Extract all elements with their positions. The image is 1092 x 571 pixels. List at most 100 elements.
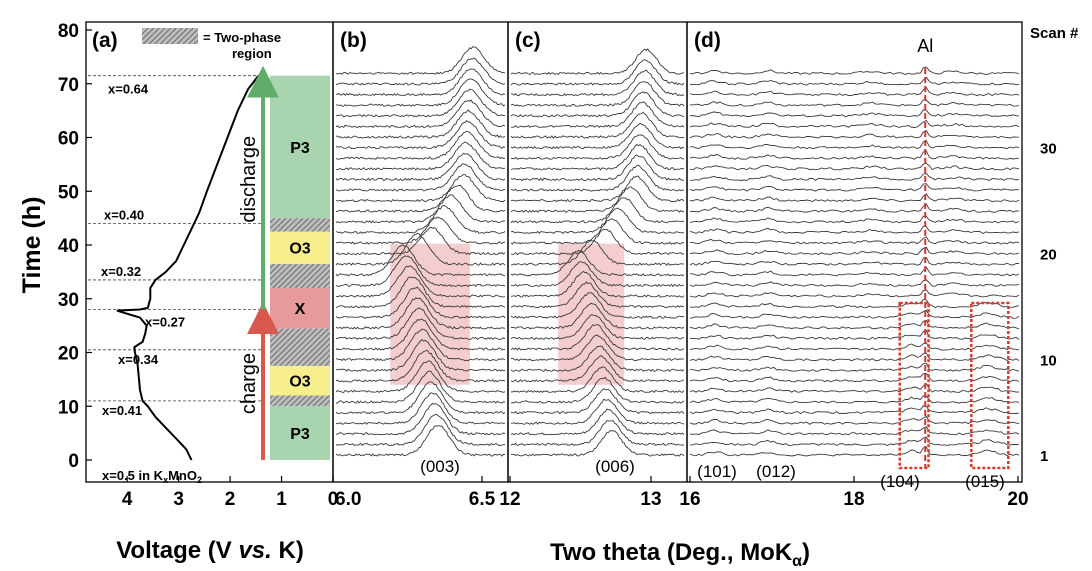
scan-trace (335, 381, 506, 415)
peak-label: (003) (420, 457, 460, 476)
scan-trace (689, 279, 1020, 288)
scan-trace (689, 225, 1020, 235)
scan-trace (335, 425, 506, 457)
scan-trace (510, 186, 685, 213)
scan-trace (689, 329, 1020, 340)
scan-trace (335, 226, 506, 256)
scan-trace (510, 408, 685, 436)
scan-tick-label: 20 (1040, 247, 1057, 264)
scan-trace (510, 314, 684, 341)
scan-trace (510, 366, 685, 393)
y-tick-label: 30 (58, 290, 79, 311)
scan-trace (689, 183, 1020, 192)
phase-block (270, 75, 330, 219)
scan-trace (510, 207, 685, 234)
panel-b (335, 46, 506, 457)
y-axis-title: Time (h) (18, 197, 46, 294)
x-tick-label: 6.5 (469, 489, 496, 510)
scan-trace (335, 99, 506, 129)
scan-trace (510, 376, 685, 404)
panel-label: (c) (515, 29, 541, 52)
scan-trace (510, 59, 685, 86)
x-tick-label: 2 (225, 489, 236, 510)
scan-trace (510, 249, 685, 277)
scan-trace (510, 302, 685, 330)
panel-label: (a) (92, 29, 118, 52)
scan-trace (510, 429, 685, 457)
level-label: x=0.27 (145, 315, 185, 330)
scan-trace (510, 111, 685, 139)
scan-trace (335, 244, 506, 277)
scan-trace (335, 307, 506, 341)
peak-label: (104) (880, 472, 920, 491)
scan-trace (689, 129, 1020, 139)
scan-tick-label: 1 (1040, 448, 1048, 465)
peak-box (898, 301, 930, 470)
scan-trace (335, 46, 506, 75)
x-tick-label: 6.0 (335, 489, 361, 510)
scan-trace (689, 119, 1020, 128)
phase-block (270, 328, 330, 366)
level-label: x=0.64 (108, 82, 149, 97)
phase-label: X (295, 301, 306, 318)
y-tick-label: 40 (58, 236, 79, 257)
scan-trace (335, 194, 506, 224)
peak-box (970, 301, 1010, 470)
scan-trace (689, 193, 1020, 203)
scan-trace (335, 360, 506, 393)
scan-trace (335, 163, 506, 192)
scan-trace (689, 162, 1020, 171)
x-tick-label: 18 (843, 489, 864, 510)
discharge-label: discharge (238, 136, 260, 223)
panel-d: Al (689, 36, 1020, 470)
scan-trace (510, 345, 685, 372)
scan-trace (689, 289, 1020, 298)
panel-a: x=0.5 in KxMnO2 x=0.41 x=0.34 x=0.27 x=0.32 x… (88, 28, 721, 485)
scan-trace (335, 265, 506, 298)
phase-block (270, 263, 330, 288)
scan-trace (689, 342, 1020, 351)
scan-trace (335, 141, 506, 171)
scan-trace (689, 99, 1020, 107)
scan-trace (689, 266, 1020, 277)
y-tick-label: 10 (58, 397, 79, 418)
scan-trace (689, 446, 1020, 457)
scan-trace (689, 150, 1020, 160)
scan-trace (335, 173, 506, 203)
scan-trace (335, 232, 506, 266)
scan-trace (510, 48, 685, 76)
voltage-curve (116, 75, 260, 461)
scan-trace (510, 292, 685, 319)
scan-trace (335, 296, 506, 330)
scan-trace (689, 426, 1020, 436)
phase-label: O3 (289, 374, 310, 391)
phase-block (270, 365, 330, 396)
scan-trace (689, 299, 1020, 309)
scan-tick-label: 30 (1040, 141, 1057, 158)
y-tick-label: 70 (58, 75, 79, 96)
charge-label: charge (238, 353, 260, 414)
x-tick-label: 16 (679, 489, 700, 510)
x-tick-label: 0 (328, 489, 339, 510)
scan-trace (336, 402, 506, 436)
x-tick-label: 20 (1007, 489, 1028, 510)
scan-trace (689, 373, 1020, 383)
x-tick-label: 3 (173, 489, 184, 510)
scan-axis-title: Scan # (1030, 25, 1079, 42)
scan-trace (335, 413, 506, 447)
scan-trace (689, 246, 1020, 256)
x-tick-label: 12 (499, 489, 520, 510)
phase-block (270, 231, 330, 264)
scan-trace (689, 352, 1020, 362)
scan-trace (689, 383, 1020, 393)
scan-trace (335, 328, 506, 362)
scan-trace (336, 78, 506, 107)
scan-trace (510, 270, 685, 298)
scan-trace (510, 388, 685, 415)
scan-trace (690, 236, 1020, 245)
scan-trace (689, 395, 1020, 404)
level-label: x=0.5 in KxMnO2 (102, 468, 202, 485)
al-label: Al (917, 36, 933, 56)
